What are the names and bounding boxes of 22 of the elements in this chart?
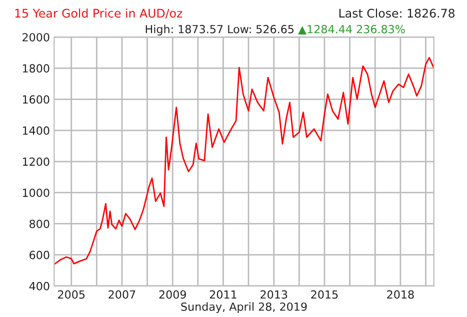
y-tick-label: 2000: [22, 33, 50, 42]
y-tick-label: 1600: [22, 95, 50, 104]
x-tick-label: 2005: [58, 290, 85, 299]
y-tick-label: 600: [30, 250, 50, 260]
y-tick-label: 1400: [22, 126, 50, 135]
x-tick-label: 2011: [210, 290, 236, 299]
y-tick-label: 1000: [22, 188, 50, 197]
x-tick-label: 2013: [260, 290, 288, 299]
y-tick-label: 800: [30, 220, 50, 228]
x-tick-label: 2007: [108, 290, 136, 299]
chart-subtitle: High: 1873.57 Low: 526.65: [146, 24, 294, 36]
y-tick-label: 400: [29, 282, 50, 290]
y-tick-label: 1800: [22, 64, 50, 73]
text: Last Close: 1826.78: [339, 8, 455, 18]
line-series: [54, 56, 434, 266]
x-tick-label: 2018: [387, 290, 414, 299]
chart-title: 15 Year Gold Price in AUD/oz: [15, 8, 182, 19]
x-axis-title: Sunday, April 28, 2019: [181, 302, 307, 313]
x-tick-label: 2015: [311, 290, 338, 299]
text: ▲1284.44 236.83%: [298, 24, 405, 35]
x-tick-label: 2009: [159, 290, 186, 299]
y-tick-label: 1200: [22, 157, 50, 166]
